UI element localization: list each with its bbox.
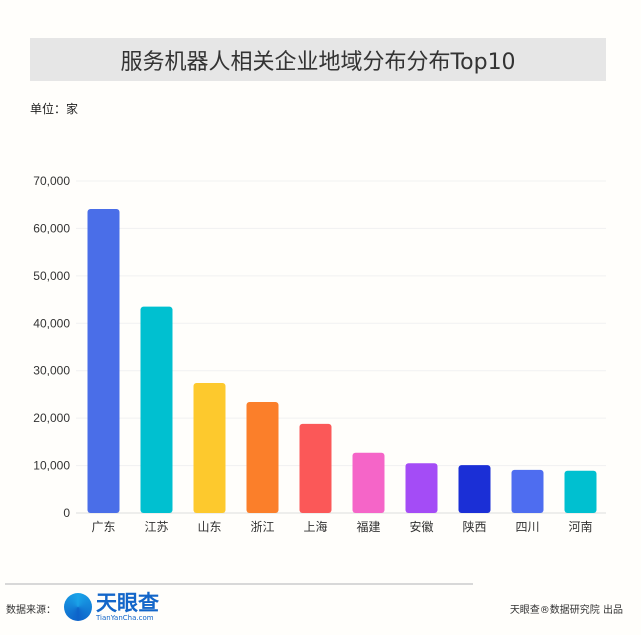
bar-广东 <box>87 208 120 514</box>
y-tick-label: 10,000 <box>33 459 70 473</box>
bar-上海 <box>299 423 332 513</box>
x-tick-label: 广东 <box>91 520 115 534</box>
bar-安徽 <box>405 463 438 513</box>
tianyancha-logo: 天眼查 TianYanCha.com <box>64 592 159 622</box>
bar-福建 <box>352 452 385 513</box>
x-tick-label: 安徽 <box>409 519 433 534</box>
bar-chart: 0 10,000 20,000 30,000 40,000 50,000 60,000 70,… <box>33 174 606 534</box>
divider <box>5 583 473 585</box>
logo-icon <box>64 593 92 621</box>
y-tick-label: 30,000 <box>33 364 70 378</box>
logo-name: 天眼查 <box>96 591 159 615</box>
y-tick-label: 70,000 <box>33 174 70 188</box>
bar-江苏 <box>140 306 173 513</box>
y-tick-label: 40,000 <box>33 316 70 330</box>
bar-浙江 <box>246 402 279 513</box>
bar-四川 <box>511 469 544 513</box>
logo-url: TianYanCha.com <box>96 614 154 622</box>
source-label: 数据来源： <box>6 605 56 616</box>
x-tick-label: 福建 <box>356 519 380 534</box>
bar-陕西 <box>458 465 491 513</box>
x-tick-label: 河南 <box>568 519 592 534</box>
y-tick-label: 20,000 <box>33 411 70 425</box>
x-tick-label: 上海 <box>303 519 327 534</box>
y-tick-label: 50,000 <box>33 269 70 283</box>
credit-text: 天眼查®数据研究院 出品 <box>509 605 623 616</box>
unit-label: 单位：家 <box>30 102 79 116</box>
bar-山东 <box>193 383 226 513</box>
x-tick-label: 陕西 <box>462 519 486 534</box>
y-tick-label: 0 <box>63 506 70 520</box>
x-tick-label: 山东 <box>197 520 221 534</box>
x-tick-label: 四川 <box>515 520 539 534</box>
bar-河南 <box>564 470 597 513</box>
x-tick-label: 江苏 <box>144 520 168 534</box>
chart-title: 服务机器人相关企业地域分布分布Top10 <box>30 38 606 81</box>
x-tick-label: 浙江 <box>250 520 274 534</box>
y-tick-label: 60,000 <box>33 221 70 235</box>
